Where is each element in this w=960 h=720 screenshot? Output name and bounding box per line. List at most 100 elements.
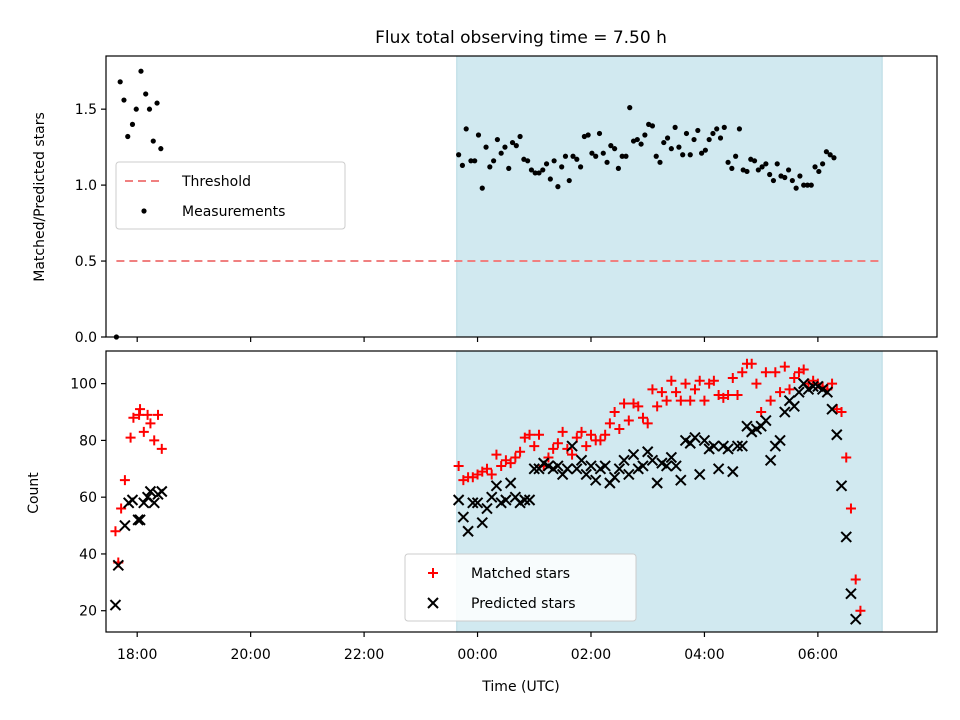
matched-star-point xyxy=(533,429,544,440)
y-tick-label: 0.0 xyxy=(75,330,97,346)
predicted-star-point xyxy=(712,463,725,475)
predicted-star-point xyxy=(112,559,124,572)
chart-title: Flux total observing time = 7.50 h xyxy=(375,28,667,48)
measurement-point xyxy=(755,167,761,173)
measurement-point xyxy=(540,167,546,173)
measurement-point xyxy=(468,158,474,164)
predicted-star-point xyxy=(148,497,160,509)
predicted-star-point xyxy=(760,414,772,427)
measurement-point xyxy=(812,164,818,170)
y-tick-label: 20 xyxy=(79,604,97,620)
predicted-star-point xyxy=(845,587,857,600)
measurement-point xyxy=(759,164,765,170)
legend-label: Threshold xyxy=(181,174,251,190)
matched-star-point xyxy=(496,460,507,471)
predicted-star-point xyxy=(779,406,791,418)
matched-star-point xyxy=(652,401,663,412)
bottom-y-axis-label: Count xyxy=(26,472,42,514)
matched-star-point xyxy=(567,449,578,460)
measurement-point xyxy=(695,127,701,134)
predicted-star-point xyxy=(835,480,848,492)
measurement-point xyxy=(551,158,557,164)
matched-star-point xyxy=(110,526,121,537)
matched-star-point xyxy=(737,367,748,378)
predicted-star-point xyxy=(642,446,654,458)
measurement-point xyxy=(676,144,682,150)
predicted-star-point xyxy=(552,460,564,472)
predicted-star-point xyxy=(788,400,800,413)
matched-star-point xyxy=(119,475,130,486)
legend-label: Measurements xyxy=(182,204,285,220)
measurement-point xyxy=(763,161,769,167)
predicted-star-point xyxy=(528,463,540,475)
matched-star-point xyxy=(708,375,719,386)
matched-star-point xyxy=(609,407,620,418)
predicted-star-point xyxy=(793,386,805,398)
matched-star-point xyxy=(585,429,596,440)
matched-star-point xyxy=(784,384,795,395)
predicted-star-point xyxy=(840,531,852,543)
predicted-star-point xyxy=(156,485,168,498)
measurement-point xyxy=(634,136,640,143)
legend-box xyxy=(115,161,346,230)
predicted-star-point xyxy=(627,448,640,461)
predicted-star-point xyxy=(831,429,843,441)
predicted-star-point xyxy=(457,511,470,523)
measurement-point xyxy=(657,159,663,165)
measurement-point xyxy=(133,106,139,112)
measurement-point xyxy=(710,130,716,137)
predicted-star-point xyxy=(821,386,834,398)
predicted-star-point xyxy=(566,440,578,452)
axes-frame xyxy=(105,55,938,338)
measurement-point xyxy=(525,158,531,164)
measurement-point xyxy=(774,161,780,167)
measurement-point xyxy=(619,153,625,159)
matched-star-point xyxy=(481,463,492,474)
axes-frame xyxy=(105,350,938,633)
measurement-point xyxy=(562,153,569,159)
measurement-point xyxy=(770,177,777,184)
predicted-star-point xyxy=(736,440,748,452)
matched-star-point xyxy=(135,404,146,415)
measurement-point xyxy=(459,162,466,168)
matched-star-point xyxy=(453,460,464,471)
measurement-point xyxy=(687,152,693,158)
matched-star-point xyxy=(779,361,790,372)
predicted-star-point xyxy=(675,474,687,486)
predicted-star-point xyxy=(523,494,536,506)
predicted-star-point xyxy=(134,514,146,526)
predicted-star-point xyxy=(689,431,701,444)
legend: Threshold Measurements xyxy=(115,161,346,230)
y-tick-label: 100 xyxy=(70,377,97,393)
matched-star-point xyxy=(675,395,686,406)
matched-star-point xyxy=(694,375,705,386)
measurement-point xyxy=(736,126,743,132)
measurement-point xyxy=(767,171,773,178)
measurement-point xyxy=(729,165,735,171)
measurement-point xyxy=(154,100,160,106)
matched-star-point xyxy=(671,387,682,398)
predicted-star-point xyxy=(807,380,819,393)
matched-star-point xyxy=(845,503,856,514)
predicted-star-point xyxy=(119,519,131,532)
measurement-point xyxy=(702,147,708,153)
matched-star-point xyxy=(548,443,559,454)
measurement-point xyxy=(653,153,659,159)
predicted-star-point xyxy=(764,454,777,466)
measurement-point xyxy=(831,155,837,161)
matched-star-point xyxy=(116,503,127,514)
predicted-star-point xyxy=(561,463,574,475)
measurement-point xyxy=(608,143,614,149)
measurement-point xyxy=(117,79,123,85)
measurement-point xyxy=(797,173,803,179)
predicted-star-point xyxy=(138,497,150,509)
matched-star-point xyxy=(149,435,160,446)
measurement-point xyxy=(827,152,833,158)
measurement-point xyxy=(491,158,497,164)
measurement-point xyxy=(121,97,127,103)
predicted-star-point xyxy=(599,460,611,472)
measurement-point xyxy=(604,159,610,165)
predicted-star-point xyxy=(623,468,635,481)
matched-star-point xyxy=(623,415,634,426)
matched-star-point xyxy=(576,426,587,437)
